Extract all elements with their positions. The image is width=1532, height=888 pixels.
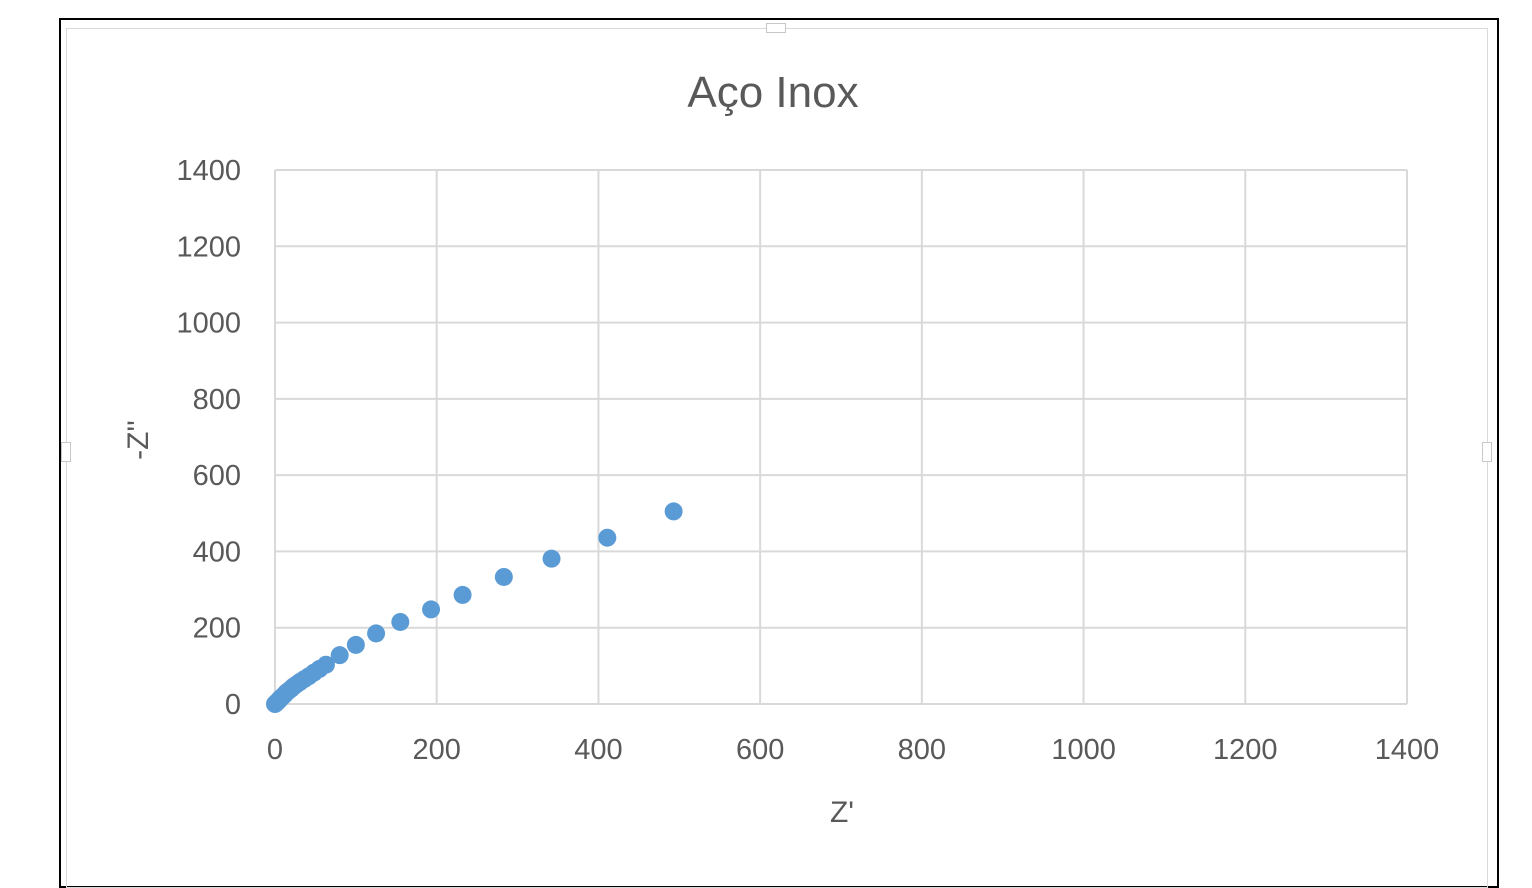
data-point: [542, 549, 561, 568]
y-axis-tick-labels: 0 200 400 600 800 1000 1200 1400: [176, 155, 241, 721]
data-point: [598, 528, 617, 547]
x-axis-label: Z': [830, 796, 854, 829]
x-tick-label: 1400: [1375, 734, 1440, 766]
y-tick-label: 800: [193, 384, 241, 416]
resize-handle-right[interactable]: [1482, 442, 1492, 462]
data-point: [391, 612, 410, 631]
data-point: [664, 502, 683, 521]
x-tick-label: 800: [898, 734, 946, 766]
data-point: [494, 567, 513, 586]
resize-handle-top[interactable]: [766, 23, 786, 33]
x-tick-label: 400: [574, 734, 622, 766]
x-axis-tick-labels: 0 200 400 600 800 1000 1200 1400: [267, 734, 1439, 766]
data-point: [422, 600, 441, 619]
chart-title: Aço Inox: [687, 68, 858, 117]
x-tick-label: 1200: [1213, 734, 1278, 766]
data-point: [367, 624, 386, 643]
x-tick-label: 200: [413, 734, 461, 766]
data-point: [330, 646, 349, 665]
y-tick-label: 0: [225, 689, 241, 721]
data-points: [266, 502, 683, 713]
data-point: [316, 655, 335, 674]
resize-handle-left[interactable]: [61, 442, 71, 462]
x-tick-label: 600: [736, 734, 784, 766]
x-tick-label: 0: [267, 734, 283, 766]
y-axis-label: -Z'': [122, 420, 155, 460]
y-tick-label: 1000: [176, 308, 241, 340]
y-tick-label: 1200: [176, 231, 241, 263]
y-tick-label: 200: [193, 613, 241, 645]
x-tick-label: 1000: [1051, 734, 1116, 766]
gridlines: [274, 169, 1408, 705]
y-tick-label: 400: [193, 536, 241, 568]
y-tick-label: 600: [193, 460, 241, 492]
y-tick-label: 1400: [176, 155, 241, 187]
data-point: [346, 635, 365, 654]
data-point: [453, 585, 472, 604]
chart-outer-frame: [59, 18, 1499, 888]
